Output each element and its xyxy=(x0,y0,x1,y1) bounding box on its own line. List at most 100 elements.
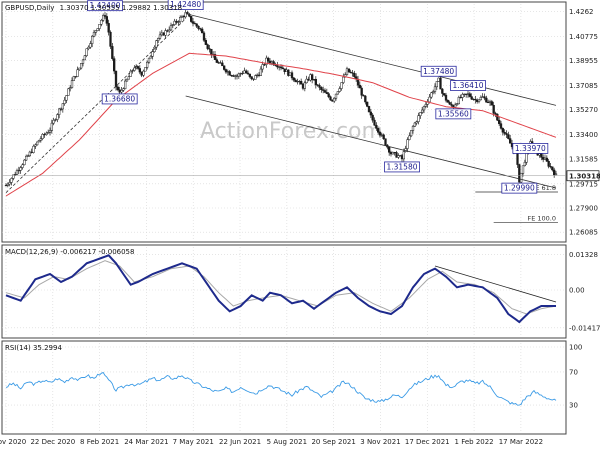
candle-body xyxy=(309,74,312,81)
macd-title: MACD(12,26,9) -0.006217 -0.006058 xyxy=(5,248,134,256)
candle-body xyxy=(422,106,426,111)
candle-body xyxy=(300,80,303,85)
macd-y-tick-label: 0.00 xyxy=(569,287,585,295)
candle-body xyxy=(206,44,209,49)
candle-body xyxy=(246,72,250,75)
candle-body xyxy=(91,35,94,44)
candle-body xyxy=(419,112,422,116)
candle-body xyxy=(457,97,460,105)
candle-body xyxy=(547,160,550,167)
price-y-tick-label: 1.38955 xyxy=(569,57,598,65)
candle-body xyxy=(340,82,343,89)
rsi-title: RSI(14) 35.2994 xyxy=(5,344,62,352)
candle-body xyxy=(318,85,321,88)
rsi-line xyxy=(5,371,557,406)
candle-body xyxy=(463,93,466,95)
candle-body xyxy=(124,80,127,90)
candle-body xyxy=(237,73,240,77)
candle-body xyxy=(72,76,75,81)
candle-body xyxy=(307,78,310,81)
candle-body xyxy=(21,164,24,168)
candle-body xyxy=(276,65,279,68)
candle-body xyxy=(252,78,255,80)
price-callout-label: 1.29990 xyxy=(504,184,535,193)
candle-body xyxy=(411,126,415,131)
candle-body xyxy=(373,119,376,126)
candle-body xyxy=(146,61,149,68)
candle-body xyxy=(78,67,81,71)
candle-body xyxy=(81,59,85,64)
candle-body xyxy=(184,12,187,18)
price-callout-label: 1.31580 xyxy=(386,162,417,171)
candle-body xyxy=(80,63,83,69)
candle-body xyxy=(520,173,523,183)
candle-body xyxy=(114,70,118,88)
candle-body xyxy=(140,71,143,76)
candle-body xyxy=(545,157,548,162)
candle-body xyxy=(369,111,372,116)
candle-body xyxy=(465,93,468,95)
candle-body xyxy=(239,73,242,75)
price-callout-box xyxy=(450,80,486,91)
candle-body xyxy=(23,159,26,166)
candle-body xyxy=(267,57,270,62)
candle-body xyxy=(70,80,74,88)
candle-body xyxy=(166,30,169,32)
macd-panel-frame xyxy=(1,244,567,339)
candle-body xyxy=(92,32,96,37)
candle-body xyxy=(155,40,158,48)
candle-body xyxy=(424,104,427,107)
candle-body xyxy=(488,101,492,103)
candle-body xyxy=(320,87,323,90)
candle-body xyxy=(483,96,486,99)
price-y-tick-label: 1.35270 xyxy=(569,106,598,114)
x-tick-label: 6 Nov 2020 xyxy=(0,438,26,446)
candle-body xyxy=(102,15,105,21)
candle-body xyxy=(311,74,314,81)
candle-body xyxy=(487,101,490,104)
price-y-tick-label: 1.4262 xyxy=(569,8,594,16)
candle-body xyxy=(48,130,52,133)
candle-body xyxy=(441,88,444,94)
candle-body xyxy=(281,67,284,70)
price-y-tick-label: 1.37085 xyxy=(569,82,598,90)
candle-body xyxy=(39,138,42,141)
candle-body xyxy=(296,81,299,83)
candle-body xyxy=(549,166,552,168)
candle-body xyxy=(466,93,470,95)
candle-body xyxy=(173,20,176,25)
x-tick-label: 8 Feb 2021 xyxy=(80,438,119,446)
candle-body xyxy=(327,93,330,98)
candle-body xyxy=(56,114,59,120)
candle-body xyxy=(257,74,261,76)
candle-body xyxy=(151,51,154,57)
candle-body xyxy=(382,134,385,140)
candle-body xyxy=(215,59,218,63)
candle-body xyxy=(45,132,48,135)
candle-body xyxy=(439,77,442,90)
candle-body xyxy=(142,70,145,76)
x-tick-label: 1 Feb 2022 xyxy=(455,438,494,446)
candle-body xyxy=(443,93,446,96)
candle-body xyxy=(118,89,121,93)
candle-body xyxy=(52,119,55,124)
candle-body xyxy=(437,77,440,82)
price-callout-label: 1.36410 xyxy=(452,81,483,90)
candle-body xyxy=(391,152,394,155)
candle-body xyxy=(523,161,526,167)
price-callout-box xyxy=(435,108,472,120)
candle-body xyxy=(334,93,338,99)
candle-body xyxy=(417,115,420,122)
candle-body xyxy=(50,122,53,131)
candle-body xyxy=(54,119,57,121)
candle-body xyxy=(243,70,246,74)
candle-body xyxy=(195,23,198,27)
price-callout-box xyxy=(512,142,549,154)
price-callout-label: 1.42400 xyxy=(89,1,120,10)
price-title-ohlc: 1.30370 1.30555 1.29882 1.30318 xyxy=(60,4,182,12)
candle-body xyxy=(448,102,451,105)
candle-body xyxy=(34,144,37,147)
price-callout-box xyxy=(101,93,138,105)
current-price-label: 1.30318 xyxy=(569,172,600,180)
candle-body xyxy=(433,86,437,92)
